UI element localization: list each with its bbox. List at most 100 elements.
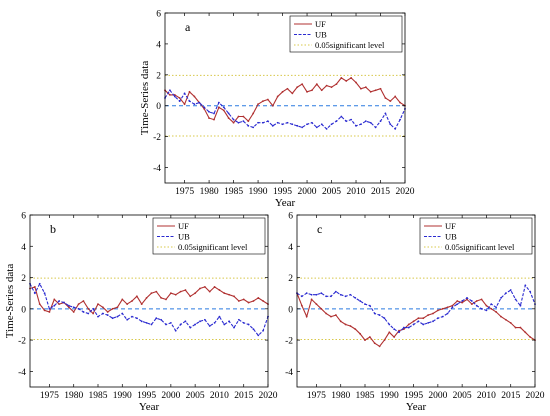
data-point-ub <box>116 315 119 318</box>
legend-entry: UF <box>315 19 326 29</box>
data-point-ub <box>369 121 372 124</box>
data-point-uf <box>72 311 75 313</box>
x-tick-label: 1990 <box>380 391 399 401</box>
data-point-ub <box>82 311 85 313</box>
data-point-ub <box>301 126 304 129</box>
data-point-uf <box>441 307 444 310</box>
data-point-uf <box>252 112 255 115</box>
data-point-uf <box>38 303 41 306</box>
y-tick-label: 6 <box>288 212 293 222</box>
data-point-ub <box>72 306 75 309</box>
x-tick-label: 1980 <box>64 391 83 401</box>
data-point-uf <box>296 86 299 89</box>
data-point-ub <box>306 123 308 126</box>
data-point-uf <box>456 300 459 302</box>
data-point-uf <box>490 307 493 310</box>
data-point-uf <box>257 103 259 106</box>
data-point-uf <box>432 312 434 315</box>
data-point-uf <box>242 298 245 301</box>
data-point-uf <box>208 290 211 293</box>
data-point-ub <box>87 312 90 315</box>
data-point-uf <box>247 120 250 123</box>
legend-entry: 0.05significant level <box>445 242 515 252</box>
data-point-uf <box>417 317 420 320</box>
x-axis-label: Year <box>139 401 160 413</box>
y-tick-label: -2 <box>153 133 161 143</box>
data-point-uf <box>354 328 357 331</box>
data-point-uf <box>169 292 172 295</box>
data-point-uf <box>495 311 498 313</box>
data-point-ub <box>92 307 95 310</box>
data-point-uf <box>500 315 502 318</box>
data-point-uf <box>168 94 171 96</box>
data-point-ub <box>121 312 124 315</box>
data-point-ub <box>388 323 391 326</box>
x-axis-label: Year <box>406 401 427 413</box>
data-point-ub <box>519 304 522 307</box>
data-point-ub <box>262 121 264 124</box>
data-point-ub <box>233 326 235 329</box>
data-point-ub <box>228 320 231 323</box>
data-point-uf <box>524 331 527 334</box>
data-point-uf <box>399 101 402 104</box>
data-point-ub <box>485 309 488 312</box>
data-point-ub <box>135 317 138 320</box>
data-point-uf <box>461 301 464 304</box>
x-tick-label: 2000 <box>298 187 317 197</box>
data-point-uf <box>188 90 191 93</box>
data-point-ub <box>355 124 357 127</box>
data-point-ub <box>310 293 313 296</box>
data-point-uf <box>271 104 274 107</box>
data-point-uf <box>325 84 328 87</box>
data-point-uf <box>150 292 153 295</box>
data-point-ub <box>330 123 333 126</box>
data-point-uf <box>262 100 264 102</box>
x-tick-label: 1980 <box>331 391 350 401</box>
data-point-ub <box>500 296 502 299</box>
data-point-uf <box>485 304 488 307</box>
data-point-uf <box>53 298 56 301</box>
series-line-uf <box>164 77 406 124</box>
data-point-ub <box>300 295 303 298</box>
data-point-ub <box>257 334 260 337</box>
data-point-ub <box>208 111 210 113</box>
data-point-ub <box>281 123 284 126</box>
data-point-uf <box>306 90 308 93</box>
data-point-ub <box>334 290 337 293</box>
data-point-ub <box>266 120 269 123</box>
chart-panel-c: 1975 1980 1985 1990 1995 2000 2005 2010 2015 2020… <box>285 212 545 414</box>
x-tick-label: 1985 <box>89 391 108 401</box>
data-point-uf <box>145 296 148 299</box>
data-point-ub <box>174 329 177 332</box>
data-point-ub <box>101 312 104 315</box>
data-point-ub <box>77 307 80 310</box>
data-point-uf <box>291 92 294 95</box>
data-point-uf <box>194 292 197 295</box>
data-point-ub <box>38 282 41 285</box>
data-point-uf <box>344 323 347 326</box>
data-point-uf <box>106 311 109 313</box>
data-point-ub <box>315 126 318 129</box>
data-point-ub <box>349 293 352 296</box>
data-point-ub <box>97 315 99 318</box>
data-point-uf <box>320 89 323 92</box>
data-point-ub <box>183 92 186 95</box>
data-point-ub <box>394 128 397 130</box>
data-point-uf <box>43 309 46 312</box>
data-point-ub <box>393 328 396 331</box>
data-point-uf <box>311 89 313 92</box>
data-point-ub <box>262 329 265 332</box>
data-point-uf <box>247 301 250 304</box>
data-point-ub <box>354 296 357 299</box>
data-point-ub <box>218 315 221 318</box>
data-point-uf <box>97 303 99 306</box>
x-tick-label: 1980 <box>200 187 219 197</box>
data-point-ub <box>43 292 46 295</box>
data-point-uf <box>340 77 343 79</box>
data-point-ub <box>173 95 176 98</box>
data-point-ub <box>188 100 191 102</box>
x-tick-label: 1990 <box>249 187 268 197</box>
x-tick-label: 2010 <box>477 391 496 401</box>
y-tick-label: -4 <box>153 164 161 174</box>
